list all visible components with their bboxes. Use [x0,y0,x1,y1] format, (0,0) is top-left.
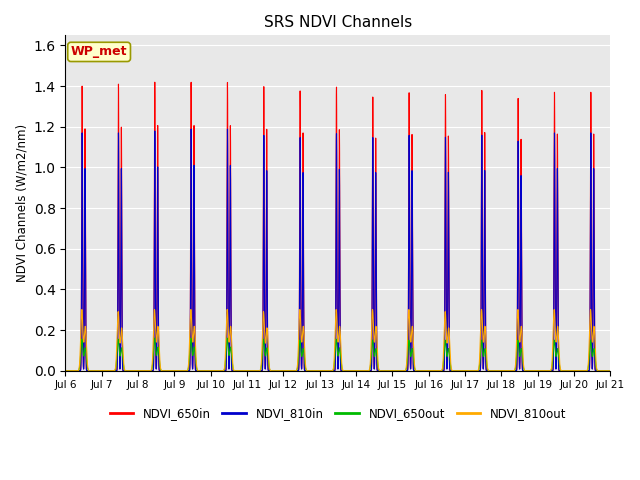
NDVI_650out [187,335,195,341]
NDVI_650in [61,368,69,373]
NDVI_650in [178,368,186,373]
NDVI_650out [266,366,273,372]
NDVI_810out [266,365,273,371]
NDVI_810out [172,368,180,373]
NDVI_810out [178,368,186,373]
NDVI_810in [178,368,186,373]
NDVI_810out [605,368,612,373]
NDVI_650in [172,368,180,373]
NDVI_650out [178,368,186,373]
NDVI_650in [491,368,499,373]
NDVI_810out [491,368,499,373]
NDVI_810in [172,368,180,373]
NDVI_810out [413,368,421,373]
NDVI_650out [61,368,69,373]
NDVI_810in [266,368,273,373]
Line: NDVI_810out: NDVI_810out [65,310,611,371]
NDVI_650out [605,368,612,373]
Y-axis label: NDVI Channels (W/m2/nm): NDVI Channels (W/m2/nm) [15,124,28,282]
NDVI_810in [607,368,614,373]
NDVI_650in [605,368,612,373]
NDVI_810out [187,307,195,312]
NDVI_810in [491,368,499,373]
NDVI_650out [413,368,421,373]
NDVI_650out [172,368,180,373]
NDVI_650in [266,368,273,373]
Line: NDVI_810in: NDVI_810in [65,129,611,371]
NDVI_650out [607,368,614,373]
NDVI_810in [61,368,69,373]
Text: WP_met: WP_met [71,46,127,59]
NDVI_810out [607,368,614,373]
Line: NDVI_650out: NDVI_650out [65,338,611,371]
Legend: NDVI_650in, NDVI_810in, NDVI_650out, NDVI_810out: NDVI_650in, NDVI_810in, NDVI_650out, NDV… [105,403,571,425]
NDVI_810in [188,126,195,132]
NDVI_810out [61,368,69,373]
NDVI_810in [413,368,421,373]
Title: SRS NDVI Channels: SRS NDVI Channels [264,15,412,30]
NDVI_650out [491,368,499,373]
NDVI_810in [605,368,612,373]
NDVI_650in [607,368,614,373]
NDVI_650in [413,368,421,373]
NDVI_650in [151,79,159,85]
Line: NDVI_650in: NDVI_650in [65,82,611,371]
